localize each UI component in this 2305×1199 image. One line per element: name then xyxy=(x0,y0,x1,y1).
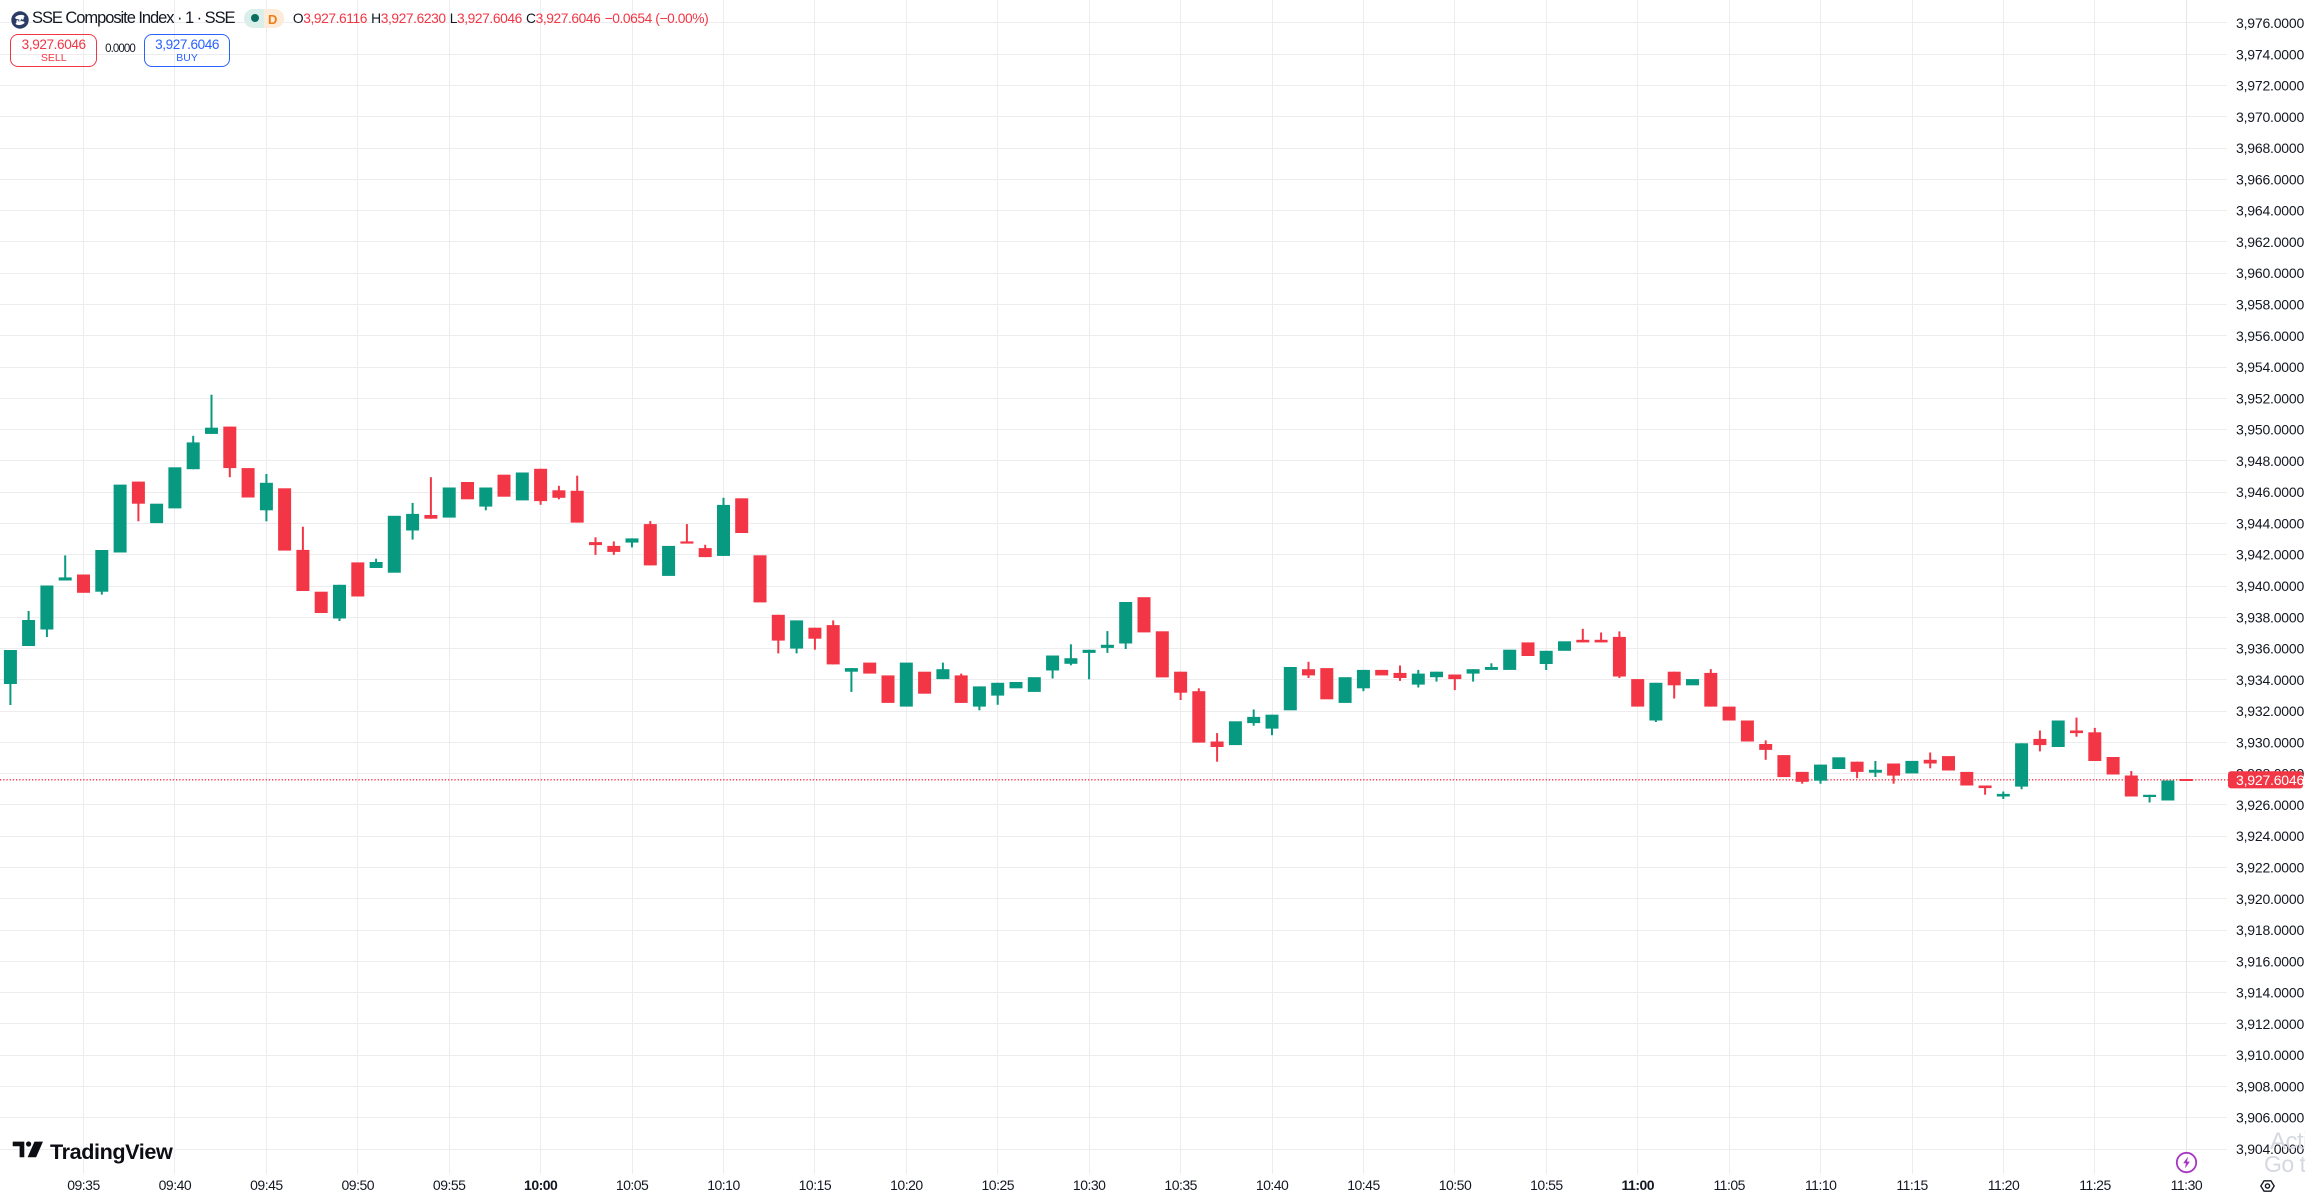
svg-text:3,966.0000: 3,966.0000 xyxy=(2236,171,2304,187)
svg-text:3,958.0000: 3,958.0000 xyxy=(2236,297,2304,313)
svg-text:3,924.0000: 3,924.0000 xyxy=(2236,828,2304,844)
svg-text:3,950.0000: 3,950.0000 xyxy=(2236,422,2304,438)
svg-text:3,972.0000: 3,972.0000 xyxy=(2236,78,2304,94)
svg-text:3,912.0000: 3,912.0000 xyxy=(2236,1016,2304,1032)
svg-text:3,920.0000: 3,920.0000 xyxy=(2236,891,2304,907)
svg-text:10:05: 10:05 xyxy=(616,1177,649,1193)
svg-text:3,946.0000: 3,946.0000 xyxy=(2236,484,2304,500)
svg-text:3,934.0000: 3,934.0000 xyxy=(2236,672,2304,688)
svg-text:3,956.0000: 3,956.0000 xyxy=(2236,328,2304,344)
svg-text:3,910.0000: 3,910.0000 xyxy=(2236,1047,2304,1063)
svg-text:11:15: 11:15 xyxy=(1896,1177,1928,1193)
svg-text:3,954.0000: 3,954.0000 xyxy=(2236,359,2304,375)
svg-text:3,908.0000: 3,908.0000 xyxy=(2236,1079,2304,1095)
svg-text:3,918.0000: 3,918.0000 xyxy=(2236,922,2304,938)
svg-text:3,962.0000: 3,962.0000 xyxy=(2236,234,2304,250)
svg-text:10:15: 10:15 xyxy=(799,1177,832,1193)
svg-text:10:50: 10:50 xyxy=(1439,1177,1472,1193)
svg-text:3,914.0000: 3,914.0000 xyxy=(2236,985,2304,1001)
svg-text:3,936.0000: 3,936.0000 xyxy=(2236,641,2304,657)
svg-text:10:30: 10:30 xyxy=(1073,1177,1106,1193)
svg-text:11:00: 11:00 xyxy=(1622,1177,1655,1193)
svg-text:10:45: 10:45 xyxy=(1347,1177,1380,1193)
svg-text:3,932.0000: 3,932.0000 xyxy=(2236,703,2304,719)
svg-text:11:25: 11:25 xyxy=(2079,1177,2111,1193)
svg-text:10:40: 10:40 xyxy=(1256,1177,1289,1193)
svg-text:11:30: 11:30 xyxy=(2171,1177,2203,1193)
svg-text:3,976.0000: 3,976.0000 xyxy=(2236,15,2304,31)
svg-text:11:05: 11:05 xyxy=(1713,1177,1745,1193)
svg-text:3,968.0000: 3,968.0000 xyxy=(2236,140,2304,156)
svg-text:09:50: 09:50 xyxy=(342,1177,375,1193)
svg-text:3,942.0000: 3,942.0000 xyxy=(2236,547,2304,563)
svg-text:3,964.0000: 3,964.0000 xyxy=(2236,203,2304,219)
svg-text:3,930.0000: 3,930.0000 xyxy=(2236,734,2304,750)
svg-text:09:40: 09:40 xyxy=(159,1177,192,1193)
svg-text:3,944.0000: 3,944.0000 xyxy=(2236,515,2304,531)
svg-text:3,938.0000: 3,938.0000 xyxy=(2236,609,2304,625)
svg-text:10:20: 10:20 xyxy=(890,1177,923,1193)
svg-text:09:55: 09:55 xyxy=(433,1177,466,1193)
svg-text:3,922.0000: 3,922.0000 xyxy=(2236,860,2304,876)
svg-text:10:55: 10:55 xyxy=(1530,1177,1563,1193)
svg-text:3,927.6046: 3,927.6046 xyxy=(2236,772,2304,788)
svg-text:3,960.0000: 3,960.0000 xyxy=(2236,265,2304,281)
svg-text:10:00: 10:00 xyxy=(524,1177,558,1193)
svg-text:11:20: 11:20 xyxy=(1988,1177,2020,1193)
svg-text:10:35: 10:35 xyxy=(1164,1177,1197,1193)
svg-text:3,970.0000: 3,970.0000 xyxy=(2236,109,2304,125)
svg-text:09:45: 09:45 xyxy=(250,1177,283,1193)
svg-text:09:35: 09:35 xyxy=(67,1177,100,1193)
svg-text:3,940.0000: 3,940.0000 xyxy=(2236,578,2304,594)
svg-text:10:25: 10:25 xyxy=(982,1177,1015,1193)
svg-text:3,906.0000: 3,906.0000 xyxy=(2236,1110,2304,1126)
svg-text:3,904.0000: 3,904.0000 xyxy=(2236,1141,2304,1157)
svg-text:10:10: 10:10 xyxy=(707,1177,740,1193)
svg-text:3,948.0000: 3,948.0000 xyxy=(2236,453,2304,469)
svg-text:3,952.0000: 3,952.0000 xyxy=(2236,390,2304,406)
svg-text:3,926.0000: 3,926.0000 xyxy=(2236,797,2304,813)
svg-text:3,974.0000: 3,974.0000 xyxy=(2236,46,2304,62)
svg-text:11:10: 11:10 xyxy=(1805,1177,1837,1193)
svg-text:3,916.0000: 3,916.0000 xyxy=(2236,953,2304,969)
